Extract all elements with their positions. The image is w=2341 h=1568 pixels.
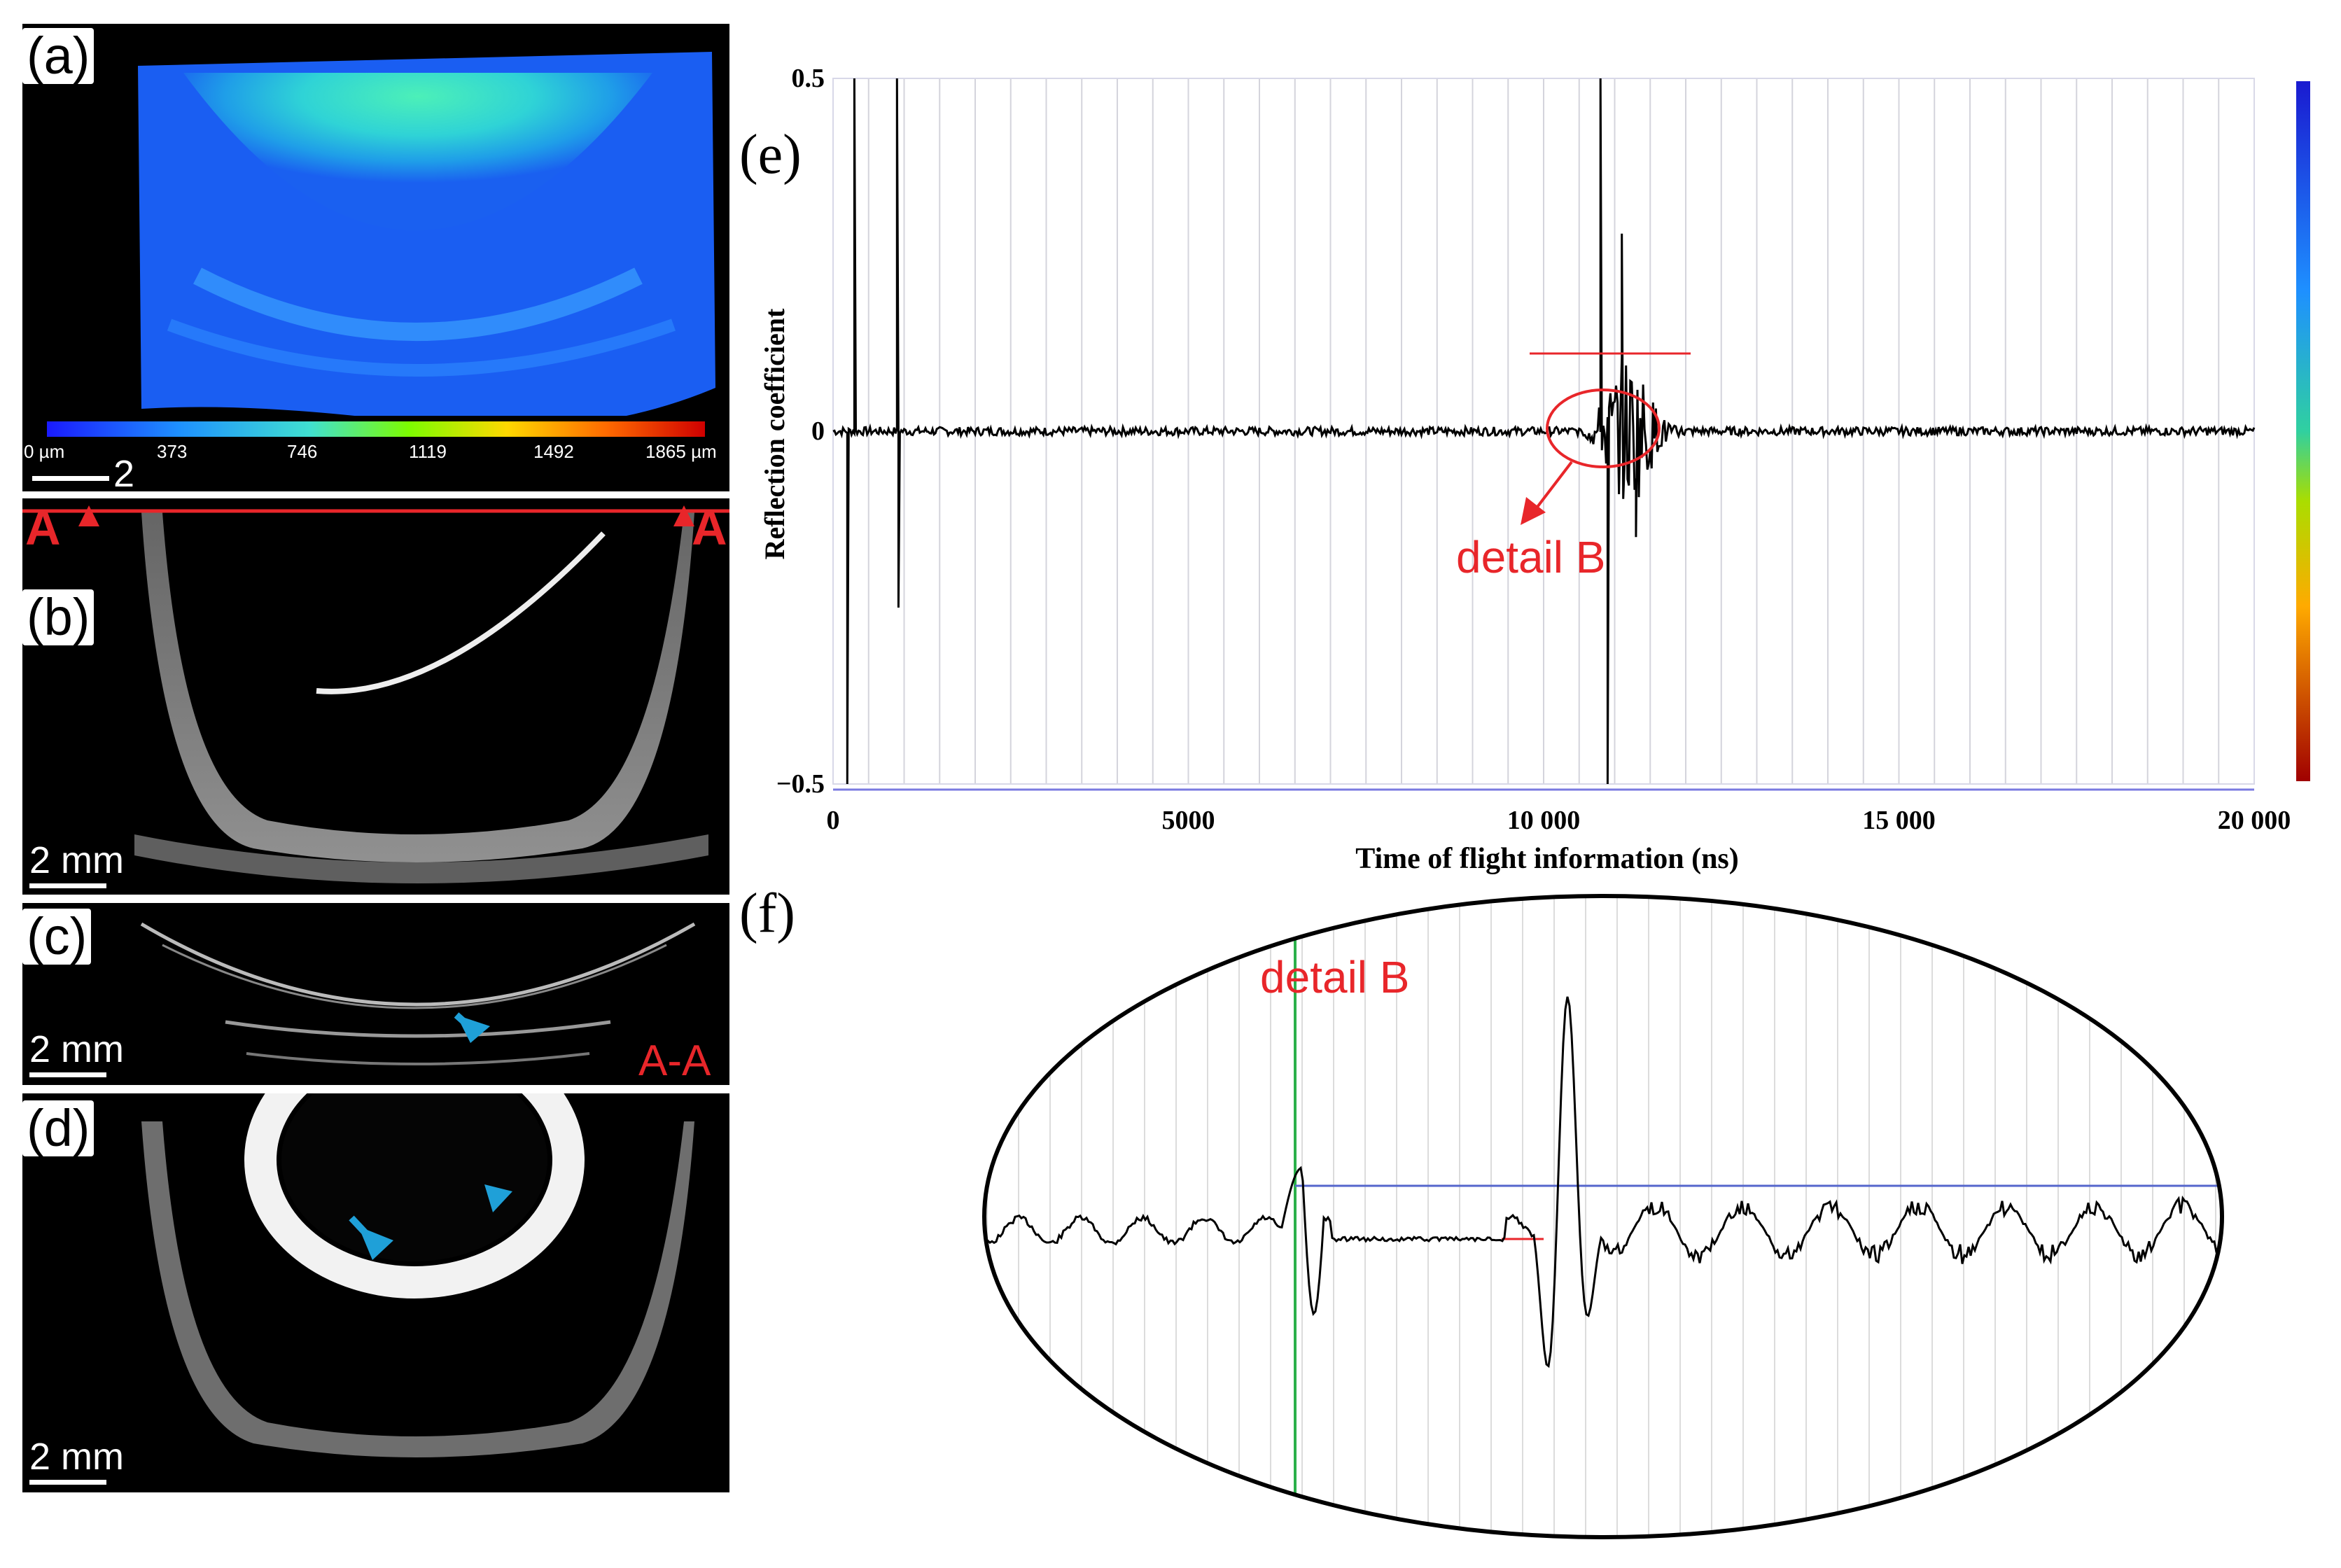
colorbar-tick: 746 [287, 441, 318, 462]
scale-bar-c [29, 1072, 106, 1077]
ultrasound-b-scan-c [22, 903, 729, 1085]
panel-b: A A (b) 2 mm [22, 498, 729, 895]
section-arrow-right [673, 505, 694, 526]
x-tick-label: 15 000 [1862, 806, 1936, 835]
colorbar-tick: 1865 µm [645, 441, 717, 462]
colorbar-tick: 1119 [409, 441, 447, 462]
x-axis-label: Time of flight information (ns) [1355, 843, 1739, 875]
x-tick-label: 10 000 [1507, 806, 1581, 835]
colorbar-tick: 0 µm [24, 441, 65, 462]
panel-c: (c) 2 mm A-A [22, 903, 729, 1085]
ultrasound-c-scan-d [22, 1093, 729, 1492]
y-axis-label: Reflection coefficient [759, 308, 790, 559]
scale-text-a: 2 mm [113, 453, 135, 491]
scale-text-b: 2 mm [29, 839, 124, 881]
detail-signal-trace [984, 996, 2222, 1368]
y-tick-label: −0.5 [776, 769, 825, 799]
detail-b-label: detail B [1456, 532, 1605, 582]
ultrasound-c-scan-b [22, 498, 729, 895]
a-scan-chart: 0 5000 10 000 15 000 20 000 0.50−0.5 Time of… [759, 64, 2310, 875]
x-tick-label: 20 000 [2218, 806, 2291, 835]
detail-b-arrow [1532, 461, 1573, 514]
scale-bar-d [29, 1480, 106, 1485]
panel-label-e: (e) [739, 124, 802, 186]
panel-label-f: (f) [739, 883, 795, 944]
panel-label-c: (c) [22, 909, 92, 965]
scale-bar-b [29, 883, 106, 888]
x-tick-label: 5000 [1162, 806, 1215, 835]
panel-label-b: (b) [22, 589, 95, 645]
colorbar [47, 421, 705, 437]
detail-b-label-f: detail B [1260, 952, 1409, 1002]
colorbar-tick: 1492 [533, 441, 574, 462]
defect-arrow-icon [484, 1184, 512, 1212]
section-marker-left: A [25, 500, 61, 555]
section-marker-right: A [692, 500, 727, 555]
section-arrow-left [78, 505, 99, 526]
panel-d: (d) 2 mm [22, 1093, 729, 1492]
detail-b-circle [1546, 388, 1661, 468]
x-tick-label: 0 [827, 806, 840, 835]
detail-b-zoom: detail B [982, 894, 2224, 1539]
panel-label-a: (a) [22, 28, 95, 84]
y-tick-label: 0 [811, 416, 825, 446]
height-map-image [22, 24, 729, 491]
colorbar-tick: 373 [157, 441, 188, 462]
scale-text-d: 2 mm [29, 1436, 124, 1478]
section-label-a-a: A-A [638, 1037, 711, 1085]
detail-ellipse-frame [982, 894, 2224, 1539]
panel-a: (a) 0 µm 373 746 1119 1492 1865 µm 2 mm [22, 24, 729, 491]
scale-text-c: 2 mm [29, 1028, 124, 1070]
y-tick-label: 0.5 [792, 64, 825, 93]
panel-label-d: (d) [22, 1100, 95, 1156]
amplitude-colorbar [2296, 81, 2310, 781]
signal-trace [832, 78, 2256, 785]
